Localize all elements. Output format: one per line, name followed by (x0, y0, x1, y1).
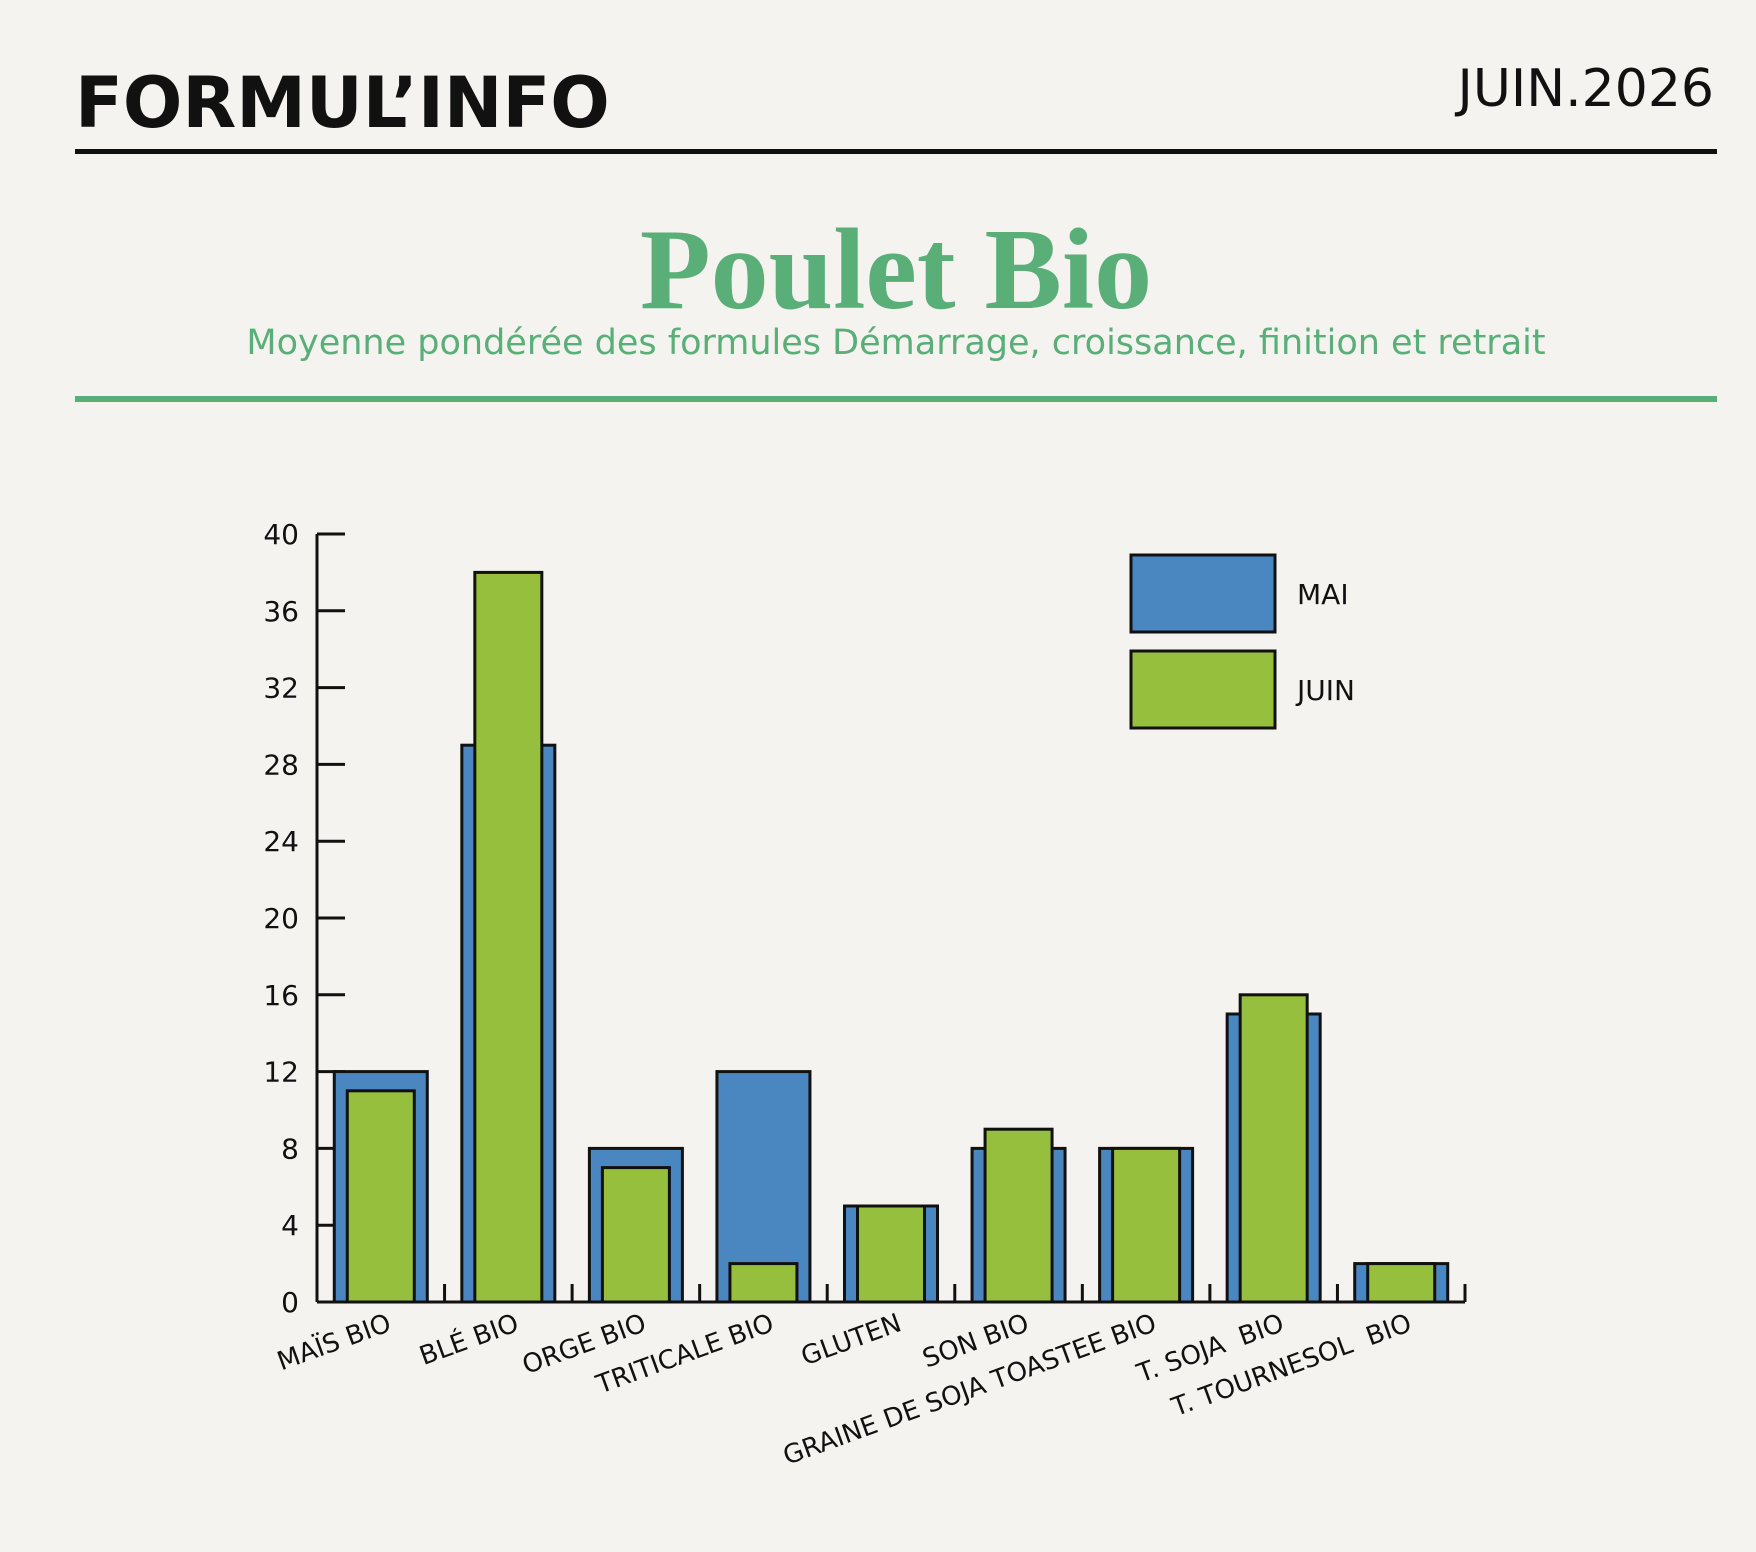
bar (856, 1204, 926, 1304)
chart-title: Poulet Bio (640, 206, 1152, 334)
bar (1111, 1146, 1182, 1304)
bar (600, 1166, 671, 1304)
legend-swatch (1129, 649, 1277, 730)
bar (983, 1127, 1054, 1304)
y-tick-label: 16 (263, 979, 299, 1012)
y-tick-label: 4 (281, 1209, 299, 1242)
chart-subtitle: Moyenne pondérée des formules Démarrage,… (246, 323, 1545, 363)
legend-label: MAI (1297, 578, 1349, 611)
brand: FORMUL’INFO (75, 62, 610, 144)
bar (728, 1262, 799, 1304)
bar (473, 570, 544, 1304)
y-tick-label: 12 (263, 1056, 299, 1089)
title-rule (75, 396, 1717, 402)
y-tick-label: 40 (263, 518, 299, 551)
y-tick-label: 0 (281, 1286, 299, 1319)
y-tick-label: 20 (263, 902, 299, 935)
x-tick-label: BLÉ BIO (415, 1307, 523, 1372)
bar (1238, 993, 1309, 1304)
bar (1366, 1262, 1437, 1304)
issue-date: JUIN.2026 (1455, 59, 1715, 119)
y-tick-label: 32 (263, 672, 299, 705)
legend-swatch (1129, 553, 1277, 634)
y-tick-label: 28 (263, 748, 299, 781)
x-tick-label: GLUTEN (797, 1308, 905, 1372)
y-tick-label: 36 (263, 595, 299, 628)
y-tick-label: 8 (281, 1132, 299, 1165)
bar (345, 1089, 416, 1304)
legend-label: JUIN (1295, 674, 1355, 707)
y-tick-label: 24 (263, 825, 299, 858)
header-rule (75, 149, 1717, 154)
